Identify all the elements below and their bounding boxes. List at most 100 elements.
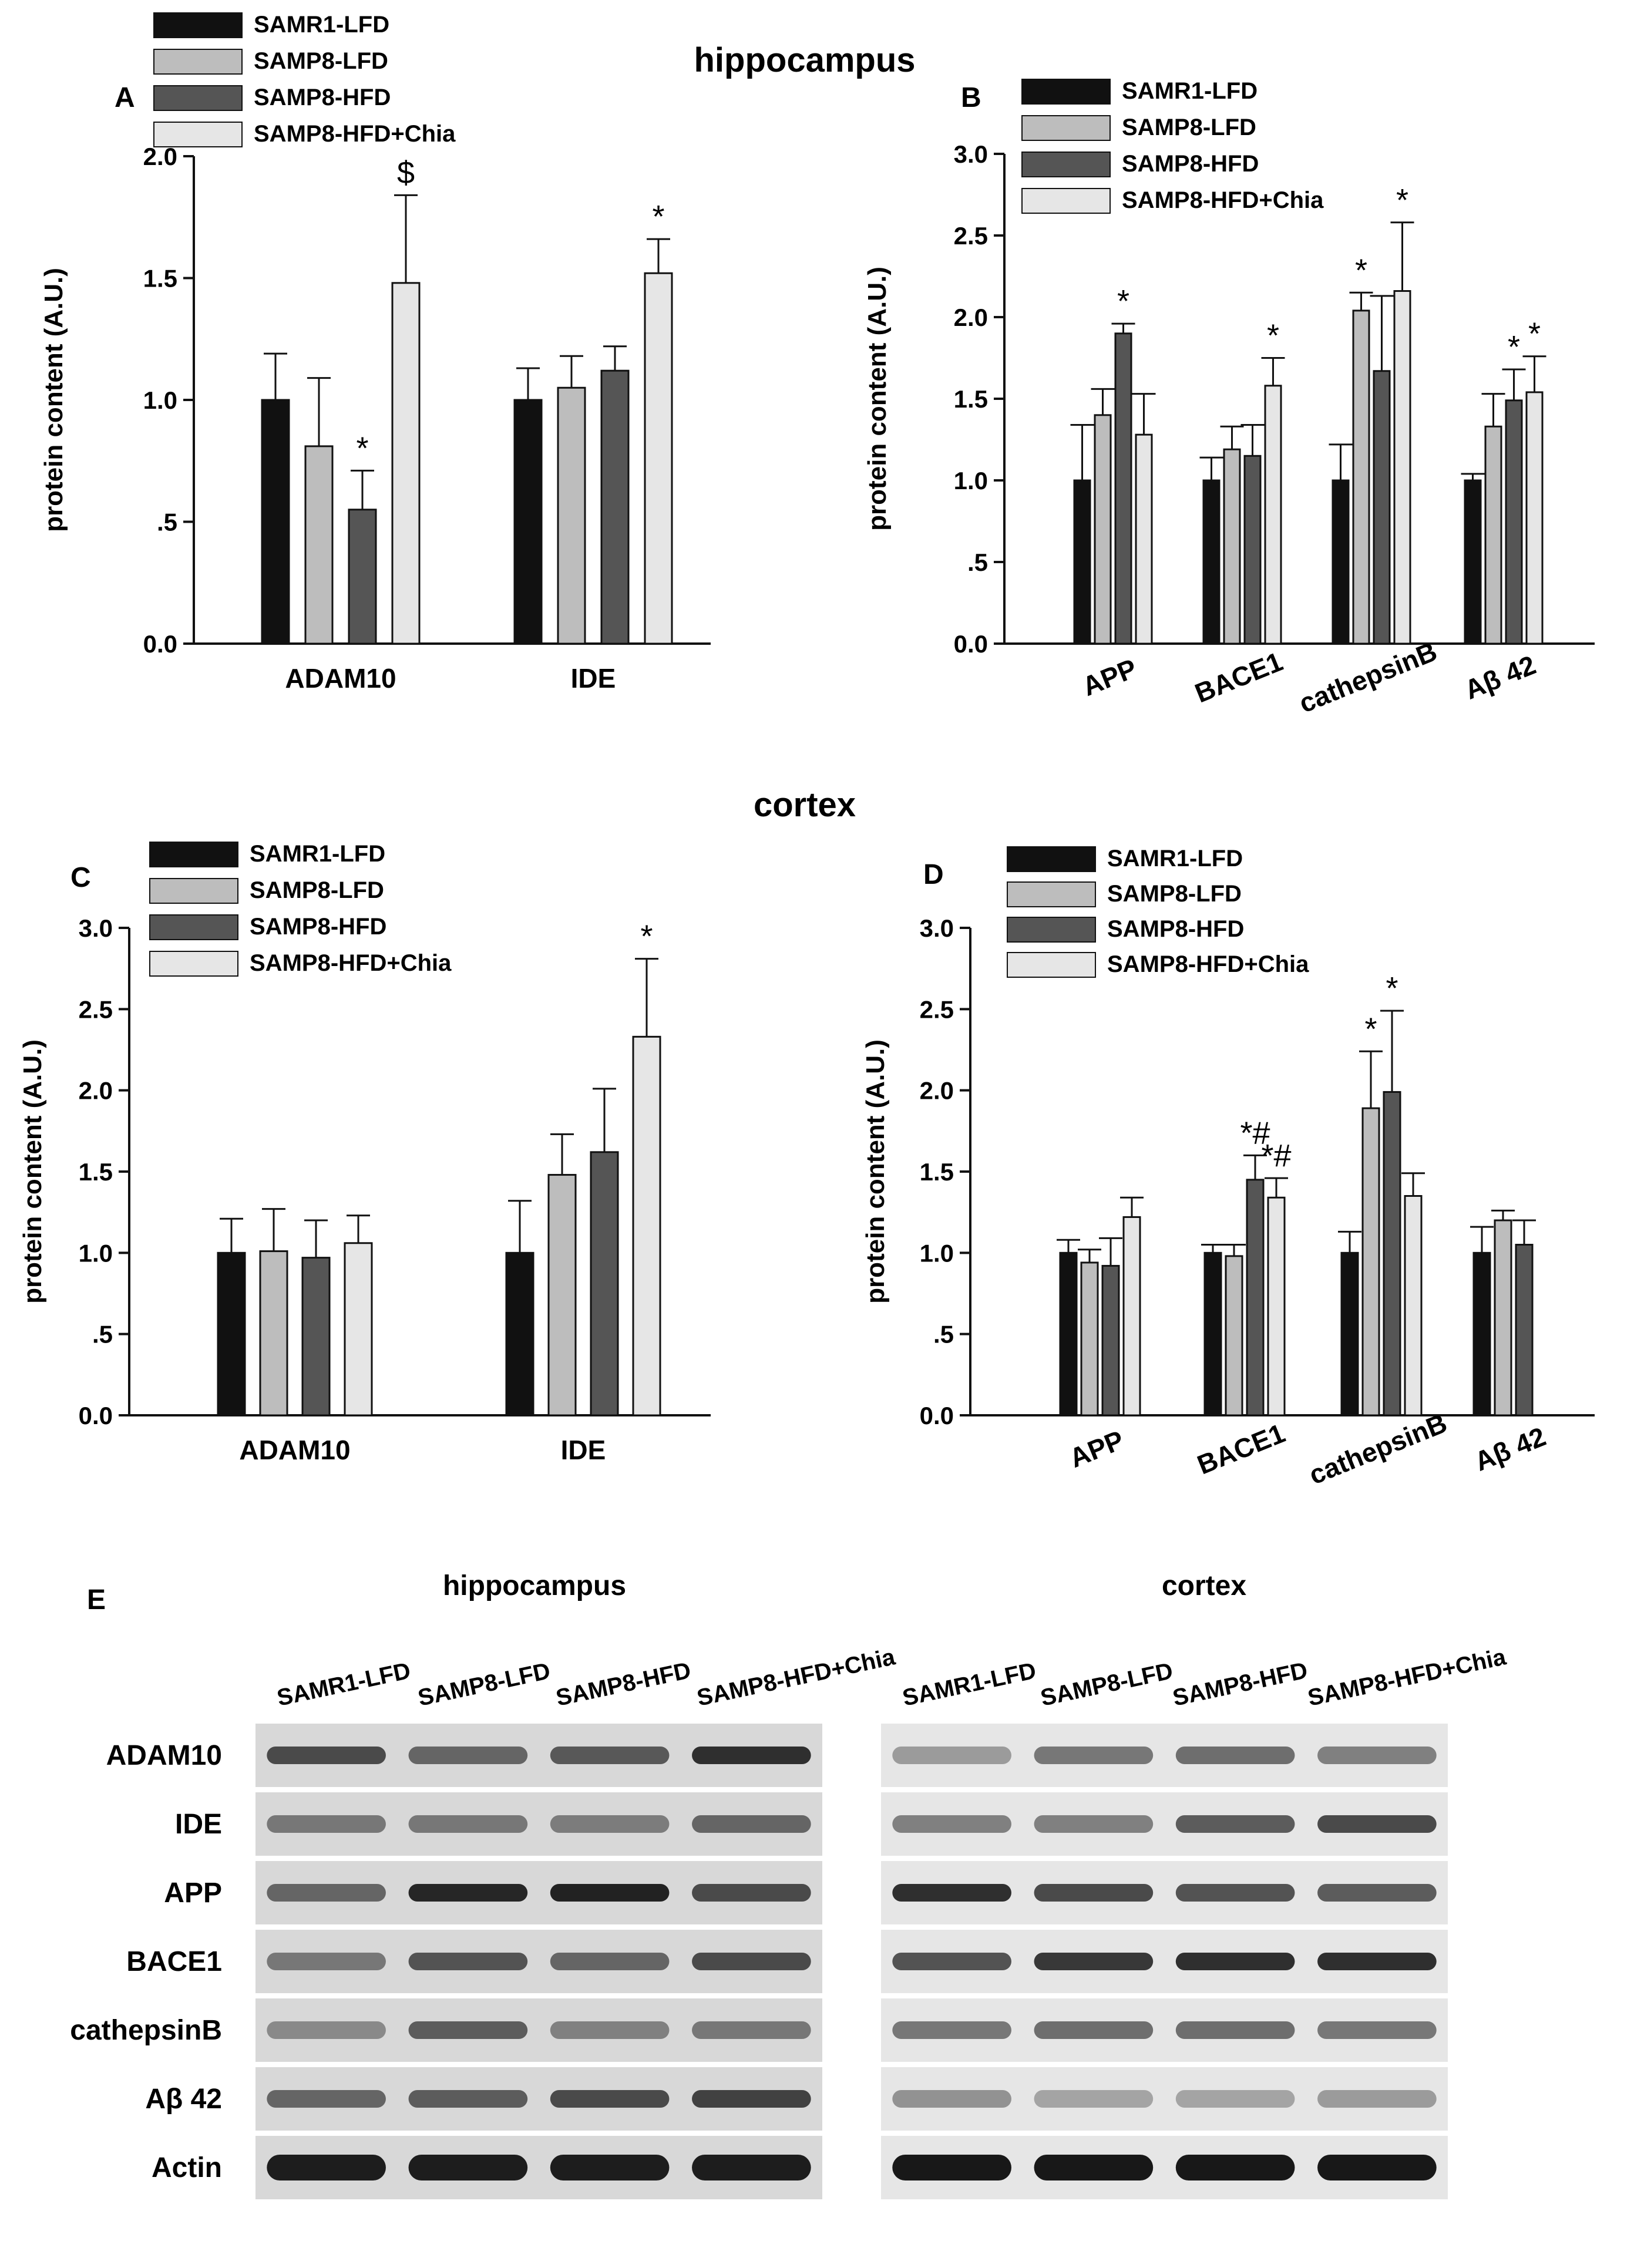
bar-b-bace1-samp8-hfd <box>1243 455 1262 645</box>
blot-row-label-bace1: BACE1 <box>126 1946 222 1977</box>
blot-band-hippocampus-bace1-samr1-lfd <box>267 1953 386 1970</box>
y-tick-label: 1.5 <box>954 385 988 413</box>
significance-mark: $ <box>397 155 415 190</box>
blot-band-hippocampus-bace1-samp8-lfd <box>408 1953 528 1970</box>
y-tick-label: 3.0 <box>79 914 113 942</box>
blot-band-hippocampus-a-42-samp8-hfd-chia <box>692 2090 811 2108</box>
y-tick-label: 1.5 <box>143 265 177 292</box>
blot-band-hippocampus-cathepsinb-samp8-lfd <box>408 2021 528 2039</box>
blot-band-cortex-cathepsinb-samp8-hfd <box>1175 2021 1295 2039</box>
y-tick-label: 3.0 <box>920 914 954 942</box>
y-tick-label: 1.0 <box>79 1239 113 1267</box>
legend-swatch-samr1-lfd <box>153 12 243 38</box>
blot-band-cortex-cathepsinb-samp8-hfd-chia <box>1317 2021 1437 2039</box>
bar-c-ide-samp8-hfd-chia <box>632 1035 661 1416</box>
bar-a-adam10-samp8-hfd-chia <box>391 282 421 645</box>
bar-a-adam10-samr1-lfd <box>261 399 290 645</box>
bar-d-cathepsinb-samp8-hfd-chia <box>1404 1195 1423 1416</box>
lane-label-hippocampus-samr1-lfd: SAMR1-LFD <box>275 1658 413 1711</box>
legend-swatch-samr1-lfd <box>149 842 238 867</box>
significance-mark: * <box>1355 253 1367 288</box>
legend-label-samp8-lfd: SAMP8-LFD <box>1122 115 1256 140</box>
y-tick-label: .5 <box>157 509 177 536</box>
blot-band-hippocampus-cathepsinb-samp8-hfd <box>550 2021 670 2039</box>
blot-band-cortex-app-samp8-hfd-chia <box>1317 1884 1437 1902</box>
bar-b-bace1-samp8-lfd <box>1223 448 1241 645</box>
significance-mark: * <box>1396 183 1408 218</box>
legend-swatch-samp8-lfd <box>1021 115 1111 141</box>
blot-band-cortex-ide-samp8-hfd <box>1175 1815 1295 1833</box>
legend-label-samp8-lfd: SAMP8-LFD <box>1107 881 1242 907</box>
blot-band-hippocampus-adam10-samr1-lfd <box>267 1747 386 1764</box>
blot-band-hippocampus-a-42-samp8-lfd <box>408 2090 528 2108</box>
bar-a-ide-samp8-hfd <box>600 369 630 645</box>
chart-panel-d: 0.0 .5 1.0 1.5 2.0 2.5 3.0 protein content (A.U… <box>861 846 1595 1490</box>
blot-band-cortex-ide-samp8-hfd-chia <box>1317 1815 1437 1833</box>
y-tick-label: 3.0 <box>954 140 988 168</box>
blot-band-hippocampus-bace1-samp8-hfd <box>550 1953 670 1970</box>
legend-label-samp8-hfd: SAMP8-HFD <box>1107 916 1244 942</box>
blot-band-hippocampus-actin-samr1-lfd <box>267 2155 386 2180</box>
lane-label-cortex-samp8-hfd-chia: SAMP8-HFD+Chia <box>1306 1644 1509 1711</box>
category-label-a-42: Aβ 42 <box>1470 1421 1550 1477</box>
blot-band-cortex-cathepsinb-samr1-lfd <box>892 2021 1011 2039</box>
bar-c-adam10-samp8-lfd <box>259 1250 288 1416</box>
blot-band-cortex-adam10-samp8-hfd <box>1175 1747 1295 1764</box>
lane-label-cortex-samp8-lfd: SAMP8-LFD <box>1038 1658 1175 1711</box>
blot-band-hippocampus-a-42-samp8-hfd <box>550 2090 670 2108</box>
significance-mark: * <box>640 919 653 954</box>
lane-label-hippocampus-samp8-hfd-chia: SAMP8-HFD+Chia <box>695 1644 898 1711</box>
bar-a-adam10-samp8-hfd <box>348 509 377 645</box>
blot-band-cortex-app-samr1-lfd <box>892 1884 1011 1902</box>
bar-b-cathepsinb-samr1-lfd <box>1332 479 1350 645</box>
section-title-cortex: cortex <box>754 786 856 824</box>
blot-band-cortex-actin-samp8-lfd <box>1034 2155 1154 2180</box>
chart-panel-c: 0.0 .5 1.0 1.5 2.0 2.5 3.0 protein content (A.U… <box>18 841 711 1465</box>
y-tick-label: .5 <box>92 1321 113 1348</box>
blot-row-label-ide: IDE <box>175 1809 222 1840</box>
category-label-ide: IDE <box>571 663 616 694</box>
bar-d-cathepsinb-samp8-lfd <box>1361 1107 1380 1416</box>
blot-band-cortex-ide-samp8-lfd <box>1034 1815 1154 1833</box>
legend-label-samp8-lfd: SAMP8-LFD <box>254 48 388 74</box>
blot-band-cortex-actin-samp8-hfd <box>1175 2155 1295 2180</box>
blot-content: SAMR1-LFD SAMP8-LFD SAMP8-HFD SAMP8-HFD+Chi… <box>70 1644 1508 2199</box>
blot-band-hippocampus-adam10-samp8-hfd <box>550 1747 670 1764</box>
blot-band-cortex-cathepsinb-samp8-lfd <box>1034 2021 1154 2039</box>
blot-band-cortex-bace1-samr1-lfd <box>892 1953 1011 1970</box>
bar-d-bace1-samp8-hfd-chia <box>1267 1196 1286 1416</box>
significance-mark: * <box>356 430 368 466</box>
significance-mark: * <box>1267 318 1279 354</box>
legend-label-samp8-hfd-chia: SAMP8-HFD+Chia <box>1107 951 1309 977</box>
bar-c-adam10-samr1-lfd <box>217 1251 246 1416</box>
y-tick-label: 2.5 <box>954 222 988 250</box>
bar-c-adam10-samp8-hfd <box>301 1257 331 1416</box>
significance-mark: * <box>652 199 664 234</box>
blot-band-hippocampus-actin-samp8-hfd <box>550 2155 670 2180</box>
category-label-bace1: BACE1 <box>1193 1418 1289 1480</box>
blot-row-label-adam10: ADAM10 <box>106 1740 222 1771</box>
significance-mark: *# <box>1261 1138 1291 1173</box>
bar-b-bace1-samp8-hfd-chia <box>1264 385 1282 645</box>
blot-band-cortex-app-samp8-lfd <box>1034 1884 1154 1902</box>
significance-mark: * <box>1117 284 1129 319</box>
y-tick-label: 1.0 <box>143 386 177 414</box>
bar-b-app-samp8-hfd-chia <box>1135 433 1153 645</box>
bar-b-app-samp8-lfd <box>1094 414 1112 645</box>
blot-band-cortex-a-42-samr1-lfd <box>892 2090 1011 2108</box>
legend-swatch-samp8-lfd <box>153 49 243 75</box>
legend-label-samr1-lfd: SAMR1-LFD <box>1122 78 1258 104</box>
category-label-app: APP <box>1065 1424 1128 1473</box>
legend-swatch-samp8-hfd-chia <box>1007 952 1096 978</box>
bar-a-adam10-samp8-lfd <box>304 445 334 645</box>
panel-letter-d: D <box>923 859 944 890</box>
bar-b-cathepsinb-samp8-hfd-chia <box>1393 290 1411 645</box>
blot-band-hippocampus-app-samp8-hfd <box>550 1884 670 1902</box>
bar-d-a-42-samp8-hfd <box>1515 1244 1534 1416</box>
blot-band-hippocampus-adam10-samp8-hfd-chia <box>692 1747 811 1764</box>
legend-label-samp8-hfd: SAMP8-HFD <box>1122 151 1259 177</box>
legend-swatch-samr1-lfd <box>1021 79 1111 105</box>
legend-label-samp8-hfd: SAMP8-HFD <box>254 85 391 110</box>
significance-mark: * <box>1528 317 1541 352</box>
blot-row-label-actin: Actin <box>152 2152 222 2183</box>
